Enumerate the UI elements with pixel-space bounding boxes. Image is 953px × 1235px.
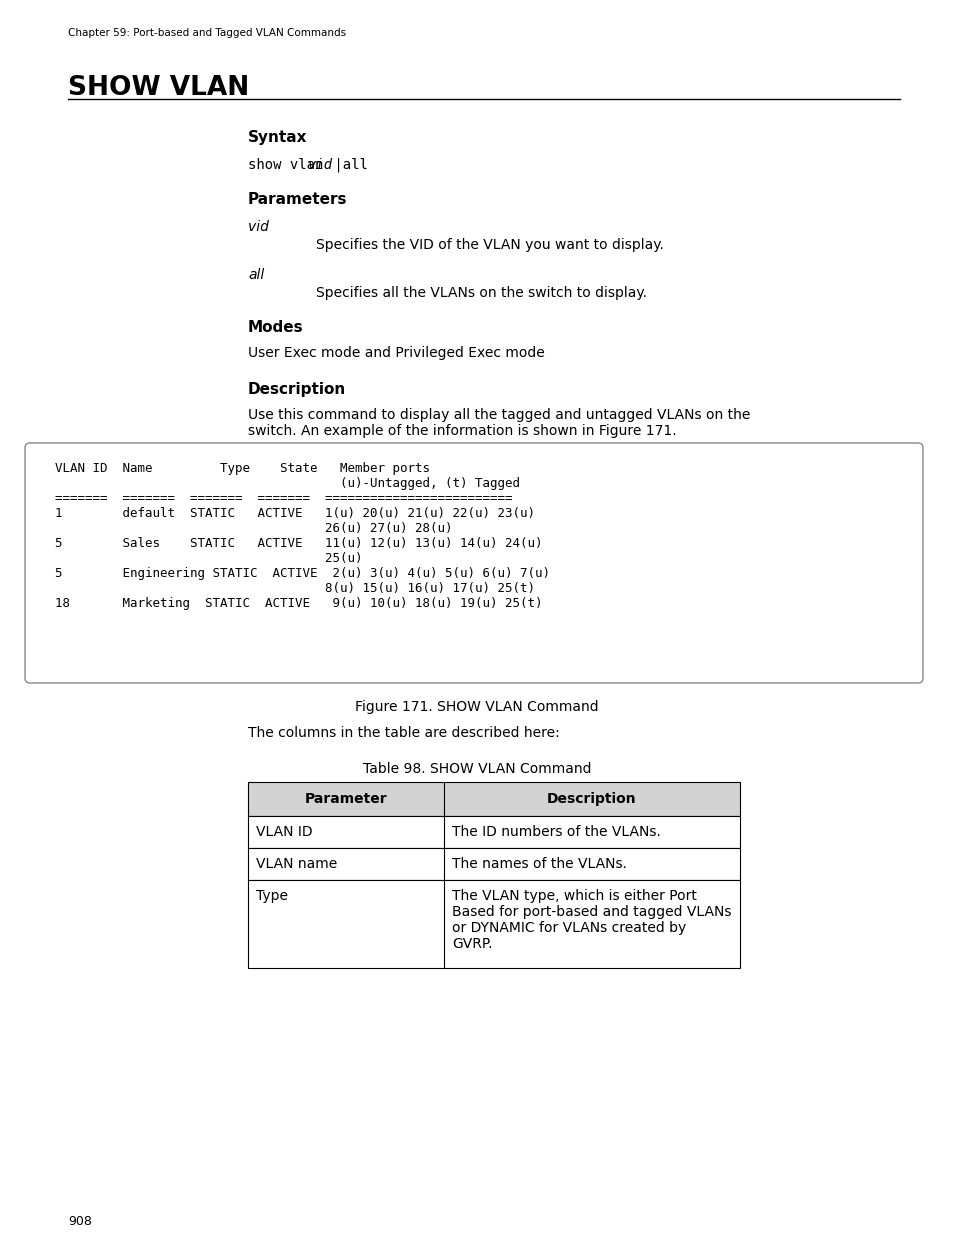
Text: vid: vid bbox=[308, 158, 333, 172]
Text: GVRP.: GVRP. bbox=[452, 937, 492, 951]
Text: all: all bbox=[248, 268, 264, 282]
Text: The VLAN type, which is either Port: The VLAN type, which is either Port bbox=[452, 889, 696, 903]
Text: VLAN name: VLAN name bbox=[255, 857, 337, 871]
Text: Chapter 59: Port-based and Tagged VLAN Commands: Chapter 59: Port-based and Tagged VLAN C… bbox=[68, 28, 346, 38]
Text: Figure 171. SHOW VLAN Command: Figure 171. SHOW VLAN Command bbox=[355, 700, 598, 714]
FancyBboxPatch shape bbox=[25, 443, 923, 683]
Text: The names of the VLANs.: The names of the VLANs. bbox=[452, 857, 626, 871]
Bar bbox=[248, 782, 740, 816]
Text: The columns in the table are described here:: The columns in the table are described h… bbox=[248, 726, 559, 740]
Text: 18       Marketing  STATIC  ACTIVE   9(u) 10(u) 18(u) 19(u) 25(t): 18 Marketing STATIC ACTIVE 9(u) 10(u) 18… bbox=[55, 597, 542, 610]
Text: 5        Engineering STATIC  ACTIVE  2(u) 3(u) 4(u) 5(u) 6(u) 7(u): 5 Engineering STATIC ACTIVE 2(u) 3(u) 4(… bbox=[55, 567, 550, 580]
Text: Modes: Modes bbox=[248, 320, 303, 335]
Bar bbox=[248, 881, 740, 968]
Text: Specifies the VID of the VLAN you want to display.: Specifies the VID of the VLAN you want t… bbox=[315, 238, 663, 252]
Text: 1        default  STATIC   ACTIVE   1(u) 20(u) 21(u) 22(u) 23(u): 1 default STATIC ACTIVE 1(u) 20(u) 21(u)… bbox=[55, 508, 535, 520]
Text: |all: |all bbox=[326, 158, 368, 173]
Bar bbox=[248, 816, 740, 848]
Text: switch. An example of the information is shown in Figure 171.: switch. An example of the information is… bbox=[248, 424, 676, 438]
Text: Syntax: Syntax bbox=[248, 130, 307, 144]
Text: Based for port-based and tagged VLANs: Based for port-based and tagged VLANs bbox=[452, 905, 731, 919]
Text: VLAN ID: VLAN ID bbox=[255, 825, 313, 839]
Text: 25(u): 25(u) bbox=[55, 552, 362, 564]
Text: Parameters: Parameters bbox=[248, 191, 347, 207]
Text: VLAN ID  Name         Type    State   Member ports: VLAN ID Name Type State Member ports bbox=[55, 462, 430, 475]
Text: User Exec mode and Privileged Exec mode: User Exec mode and Privileged Exec mode bbox=[248, 346, 544, 359]
Text: Description: Description bbox=[248, 382, 346, 396]
Text: =======  =======  =======  =======  =========================: ======= ======= ======= ======= ========… bbox=[55, 492, 512, 505]
Text: 908: 908 bbox=[68, 1215, 91, 1228]
Text: show vlan: show vlan bbox=[248, 158, 332, 172]
Text: The ID numbers of the VLANs.: The ID numbers of the VLANs. bbox=[452, 825, 660, 839]
Text: (u)-Untagged, (t) Tagged: (u)-Untagged, (t) Tagged bbox=[55, 477, 519, 490]
Text: Table 98. SHOW VLAN Command: Table 98. SHOW VLAN Command bbox=[362, 762, 591, 776]
Text: 26(u) 27(u) 28(u): 26(u) 27(u) 28(u) bbox=[55, 522, 452, 535]
Text: vid: vid bbox=[248, 220, 269, 233]
Text: 8(u) 15(u) 16(u) 17(u) 25(t): 8(u) 15(u) 16(u) 17(u) 25(t) bbox=[55, 582, 535, 595]
Text: Parameter: Parameter bbox=[304, 792, 387, 806]
Text: Specifies all the VLANs on the switch to display.: Specifies all the VLANs on the switch to… bbox=[315, 287, 646, 300]
Text: Use this command to display all the tagged and untagged VLANs on the: Use this command to display all the tagg… bbox=[248, 408, 750, 422]
Text: 5        Sales    STATIC   ACTIVE   11(u) 12(u) 13(u) 14(u) 24(u): 5 Sales STATIC ACTIVE 11(u) 12(u) 13(u) … bbox=[55, 537, 542, 550]
Text: or DYNAMIC for VLANs created by: or DYNAMIC for VLANs created by bbox=[452, 921, 685, 935]
Text: SHOW VLAN: SHOW VLAN bbox=[68, 75, 249, 101]
Text: Description: Description bbox=[547, 792, 637, 806]
Bar bbox=[248, 848, 740, 881]
Text: Type: Type bbox=[255, 889, 288, 903]
